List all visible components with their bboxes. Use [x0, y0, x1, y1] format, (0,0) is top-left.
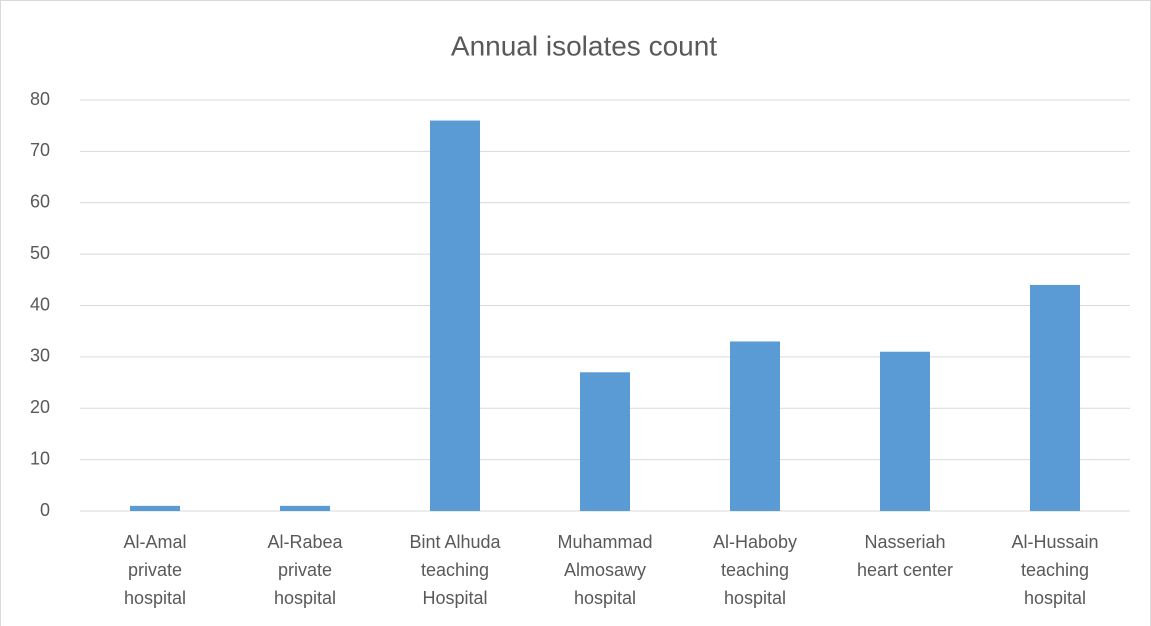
bar: [280, 505, 330, 511]
y-tick-label: 50: [30, 243, 50, 263]
y-tick-label: 40: [30, 294, 50, 314]
y-tick-label: 80: [30, 89, 50, 109]
x-tick-label: Muhammad Almosawy hospital: [557, 532, 652, 608]
x-tick-label: Bint Alhuda teaching Hospital: [409, 532, 501, 608]
bar: [730, 341, 780, 511]
x-tick-label: Al-Rabea private hospital: [267, 532, 343, 608]
y-tick-label: 70: [30, 140, 50, 160]
x-tick-label: Al-Hussain teaching hospital: [1011, 532, 1098, 608]
y-tick-label: 30: [30, 346, 50, 366]
y-tick-label: 20: [30, 397, 50, 417]
x-tick-label: Al-Amal private hospital: [123, 532, 186, 608]
x-tick-label: Al-Haboby teaching hospital: [713, 532, 797, 608]
chart-title: Annual isolates count: [451, 30, 717, 61]
bar: [580, 372, 630, 511]
bar: [130, 505, 180, 511]
x-tick-label: Nasseriah heart center: [857, 532, 953, 580]
y-tick-label: 60: [30, 192, 50, 212]
bar: [1030, 284, 1080, 511]
bar: [430, 120, 480, 512]
bar: [880, 351, 930, 511]
y-tick-label: 0: [40, 500, 50, 520]
y-tick-label: 10: [30, 448, 50, 468]
